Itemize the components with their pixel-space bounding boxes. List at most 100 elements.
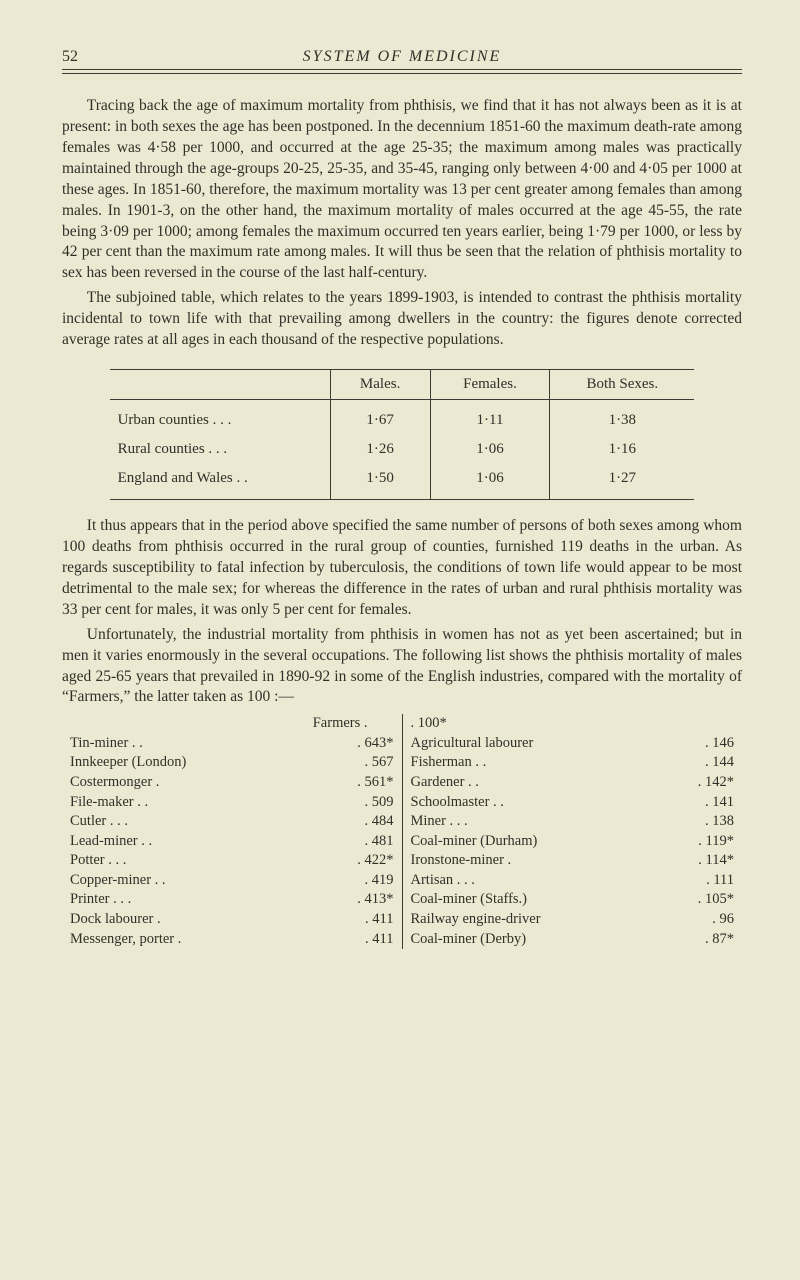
occupation-label: Copper-miner . . xyxy=(70,871,166,891)
table-cell-label: Urban counties . . . xyxy=(110,400,330,436)
table-header-both: Both Sexes. xyxy=(550,370,695,400)
farmers-value-row: . 100* xyxy=(411,714,735,734)
list-item: Coal-miner (Staffs.) . 105* xyxy=(411,890,735,910)
table-cell-label: Rural counties . . . xyxy=(110,435,330,464)
occupation-value: . 111 xyxy=(692,871,734,891)
occupation-value: . 567 xyxy=(352,753,394,773)
occupation-value: . 119* xyxy=(692,832,734,852)
list-item: Agricultural labourer . 146 xyxy=(411,734,735,754)
occupation-value: . 419 xyxy=(352,871,394,891)
occupation-value: . 96 xyxy=(692,910,734,930)
paragraph-2: The subjoined table, which relates to th… xyxy=(62,288,742,351)
occupation-value: . 509 xyxy=(352,793,394,813)
table-cell: 1·11 xyxy=(430,400,549,436)
occupation-label: Tin-miner . . xyxy=(70,734,143,754)
page-header: 52 SYSTEM OF MEDICINE 00 xyxy=(62,48,742,70)
occupation-label: Costermonger . xyxy=(70,773,159,793)
occupation-value: . 142* xyxy=(692,773,734,793)
table-header-males: Males. xyxy=(330,370,430,400)
list-item: Dock labourer . . 411 xyxy=(70,910,394,930)
occupation-label: Agricultural labourer xyxy=(411,734,534,754)
table-row: Rural counties . . . 1·26 1·06 1·16 xyxy=(110,435,695,464)
table-cell: 1·16 xyxy=(550,435,695,464)
occupation-value: . 114* xyxy=(692,851,734,871)
list-item: Fisherman . .. 144 xyxy=(411,753,735,773)
list-item: Gardener . . . 142* xyxy=(411,773,735,793)
table-row: Urban counties . . . 1·67 1·11 1·38 xyxy=(110,400,695,436)
list-item: Costermonger . . 561* xyxy=(70,773,394,793)
occupation-value: . 146 xyxy=(692,734,734,754)
list-item: Coal-miner (Durham) . 119* xyxy=(411,832,735,852)
occupation-label: Cutler . . . xyxy=(70,812,128,832)
occupations-right-column: . 100* Agricultural labourer . 146Fisherm… xyxy=(403,714,743,949)
list-item: Ironstone-miner . . 114* xyxy=(411,851,735,871)
occupation-label: Printer . . . xyxy=(70,890,131,910)
running-title: SYSTEM OF MEDICINE xyxy=(303,48,502,66)
list-item: Copper-miner . . . 419 xyxy=(70,871,394,891)
farmers-100: . 100* xyxy=(411,714,447,734)
list-item: Coal-miner (Derby) . 87* xyxy=(411,930,735,950)
paragraph-3: It thus appears that in the period above… xyxy=(62,516,742,621)
list-item: Miner . . . . 138 xyxy=(411,812,735,832)
list-item: Railway engine-driver . 96 xyxy=(411,910,735,930)
list-item: Tin-miner . . . 643* xyxy=(70,734,394,754)
occupation-value: . 413* xyxy=(352,890,394,910)
occupation-label: Ironstone-miner . xyxy=(411,851,512,871)
farmers-label: Farmers . xyxy=(313,714,394,734)
table-cell: 1·67 xyxy=(330,400,430,436)
occupation-value: . 561* xyxy=(352,773,394,793)
table-header-row: Males. Females. Both Sexes. xyxy=(110,370,695,400)
occupation-value: . 411 xyxy=(352,930,394,950)
occupation-label: Lead-miner . . xyxy=(70,832,152,852)
occupation-value: . 481 xyxy=(352,832,394,852)
page: 52 SYSTEM OF MEDICINE 00 Tracing back th… xyxy=(0,0,800,1280)
occupation-label: Coal-miner (Durham) xyxy=(411,832,538,852)
list-item: Potter . . . . 422* xyxy=(70,851,394,871)
occupation-value: . 138 xyxy=(692,812,734,832)
table-cell: 1·27 xyxy=(550,464,695,500)
occupation-value: . 105* xyxy=(692,890,734,910)
list-item: Innkeeper (London) . 567 xyxy=(70,753,394,773)
occupation-label: Artisan . . . xyxy=(411,871,475,891)
table-cell: 1·06 xyxy=(430,435,549,464)
occupation-label: Innkeeper (London) xyxy=(70,753,186,773)
occupation-value: . 141 xyxy=(692,793,734,813)
list-item: Lead-miner . . . 481 xyxy=(70,832,394,852)
table-cell-label: England and Wales . . xyxy=(110,464,330,500)
occupation-value: . 422* xyxy=(352,851,394,871)
list-item: Cutler . . . . 484 xyxy=(70,812,394,832)
mortality-table: Males. Females. Both Sexes. Urban counti… xyxy=(110,369,695,500)
occupation-value: . 643* xyxy=(352,734,394,754)
occupation-label: Gardener . . xyxy=(411,773,479,793)
farmers-head-row: Farmers . xyxy=(70,714,394,734)
occupation-label: Railway engine-driver xyxy=(411,910,541,930)
table-header-females: Females. xyxy=(430,370,549,400)
list-item: Messenger, porter . . 411 xyxy=(70,930,394,950)
header-rule xyxy=(62,73,742,74)
occupation-label: Schoolmaster . . xyxy=(411,793,504,813)
occupation-label: Coal-miner (Staffs.) xyxy=(411,890,528,910)
occupation-value: . 484 xyxy=(352,812,394,832)
paragraph-1: Tracing back the age of maximum mortalit… xyxy=(62,96,742,284)
occupation-label: File-maker . . xyxy=(70,793,148,813)
occupation-label: Potter . . . xyxy=(70,851,126,871)
occupation-label: Miner . . . xyxy=(411,812,468,832)
paragraph-4: Unfortunately, the industrial mortality … xyxy=(62,625,742,709)
occupation-value: . 87* xyxy=(692,930,734,950)
table-cell: 1·38 xyxy=(550,400,695,436)
table-cell: 1·26 xyxy=(330,435,430,464)
occupation-label: Dock labourer . xyxy=(70,910,161,930)
occupation-label: Coal-miner (Derby) xyxy=(411,930,527,950)
occupation-label: Messenger, porter . xyxy=(70,930,181,950)
page-number: 52 xyxy=(62,48,102,66)
list-item: File-maker . . . 509 xyxy=(70,793,394,813)
list-item: Schoolmaster . . . 141 xyxy=(411,793,735,813)
occupations-left-column: Farmers . Tin-miner . .. 643*Innkeeper (… xyxy=(62,714,403,949)
list-item: Printer . . . . 413* xyxy=(70,890,394,910)
list-item: Artisan . . . . 111 xyxy=(411,871,735,891)
table-row: England and Wales . . 1·50 1·06 1·27 xyxy=(110,464,695,500)
occupations-list: Farmers . Tin-miner . .. 643*Innkeeper (… xyxy=(62,714,742,949)
table-cell: 1·50 xyxy=(330,464,430,500)
occupation-value: . 411 xyxy=(352,910,394,930)
occupation-value: . 144 xyxy=(692,753,734,773)
